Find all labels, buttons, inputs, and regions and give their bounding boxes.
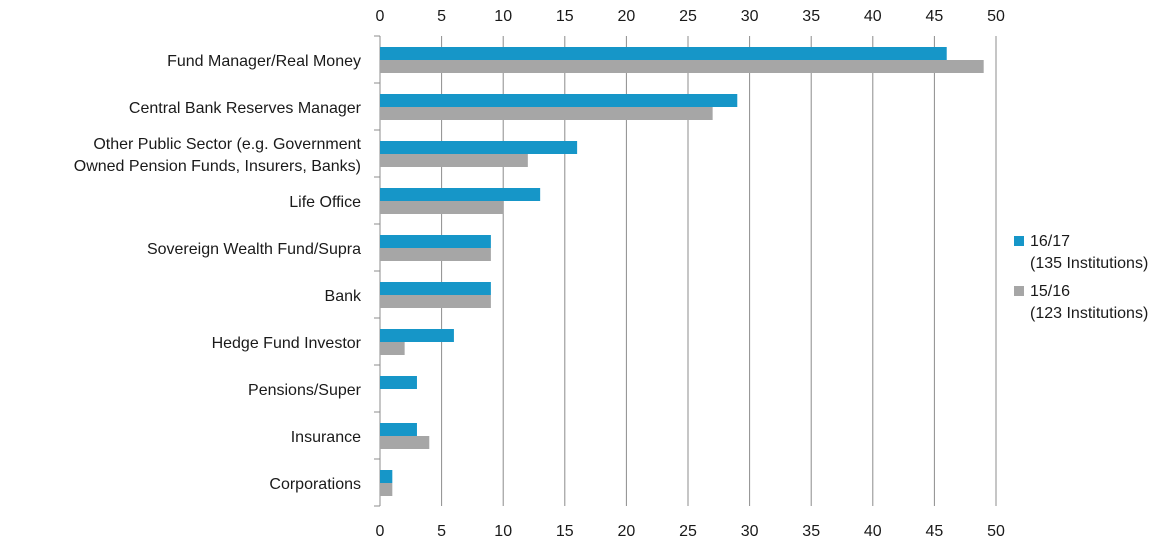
x-tick-label-bottom: 15 <box>556 523 574 540</box>
x-tick-label-bottom: 45 <box>926 523 944 540</box>
x-tick-label-bottom: 40 <box>864 523 882 540</box>
bar-series-1617 <box>380 235 491 248</box>
bar-series-1617 <box>380 329 454 342</box>
bar-series-1617 <box>380 188 541 201</box>
bar-series-1617 <box>380 282 491 295</box>
bar-series-1516 <box>380 201 504 214</box>
x-tick-label-bottom: 25 <box>679 523 697 540</box>
x-tick-label-top: 0 <box>376 8 385 25</box>
x-tick-label-top: 45 <box>926 8 944 25</box>
category-label: Insurance <box>291 429 361 446</box>
x-tick-label-bottom: 50 <box>987 523 1005 540</box>
legend-label: 15/16 (123 Institutions) <box>1030 283 1148 322</box>
x-tick-label-bottom: 0 <box>376 523 385 540</box>
legend-swatch <box>1014 286 1024 296</box>
bar-series-1617 <box>380 141 578 154</box>
x-tick-label-bottom: 10 <box>494 523 512 540</box>
x-tick-label-top: 30 <box>741 8 759 25</box>
category-label: Hedge Fund Investor <box>212 335 362 352</box>
bar-series-1617 <box>380 94 738 107</box>
category-label: Corporations <box>269 476 361 493</box>
x-tick-label-bottom: 20 <box>618 523 636 540</box>
bar-series-1516 <box>380 248 491 261</box>
x-tick-label-top: 5 <box>437 8 446 25</box>
axis-layer <box>374 35 380 507</box>
category-label: Pensions/Super <box>248 382 362 399</box>
bar-series-1516 <box>380 483 393 496</box>
x-tick-label-bottom: 35 <box>802 523 820 540</box>
category-labels: Fund Manager/Real Money Central Bank Rese… <box>74 53 362 493</box>
x-tick-label-top: 10 <box>494 8 512 25</box>
category-label: Sovereign Wealth Fund/Supra <box>147 241 361 258</box>
bottom-tick-labels: 0 5 10 15 20 25 30 35 40 45 50 <box>376 523 1005 540</box>
x-tick-label-bottom: 30 <box>741 523 759 540</box>
legend-swatch <box>1014 236 1024 246</box>
x-tick-label-top: 50 <box>987 8 1005 25</box>
legend-label: 16/17 (135 Institutions) <box>1030 233 1148 272</box>
x-tick-label-top: 15 <box>556 8 574 25</box>
bar-series-1617 <box>380 470 393 483</box>
top-tick-labels: 0 5 10 15 20 25 30 35 40 45 50 <box>376 8 1005 25</box>
bar-series-1516 <box>380 154 528 167</box>
x-tick-label-top: 20 <box>618 8 636 25</box>
x-tick-label-top: 35 <box>802 8 820 25</box>
bar-series-1516 <box>380 295 491 308</box>
category-label: Other Public Sector (e.g. Government Owne… <box>74 136 362 175</box>
bars-layer <box>380 47 984 496</box>
x-tick-label-top: 25 <box>679 8 697 25</box>
category-label: Fund Manager/Real Money <box>167 53 361 70</box>
bar-series-1516 <box>380 342 405 355</box>
bar-series-1617 <box>380 376 417 389</box>
bar-series-1516 <box>380 107 713 120</box>
category-label: Central Bank Reserves Manager <box>129 100 362 117</box>
bar-series-1516 <box>380 436 430 449</box>
category-label: Life Office <box>289 194 361 211</box>
legend: 16/17 (135 Institutions) 15/16 (123 Institu… <box>1014 233 1148 322</box>
x-tick-label-bottom: 5 <box>437 523 446 540</box>
category-label: Bank <box>325 288 362 305</box>
bar-series-1617 <box>380 47 947 60</box>
bar-series-1516 <box>380 60 984 73</box>
x-tick-label-top: 40 <box>864 8 882 25</box>
bar-series-1617 <box>380 423 417 436</box>
